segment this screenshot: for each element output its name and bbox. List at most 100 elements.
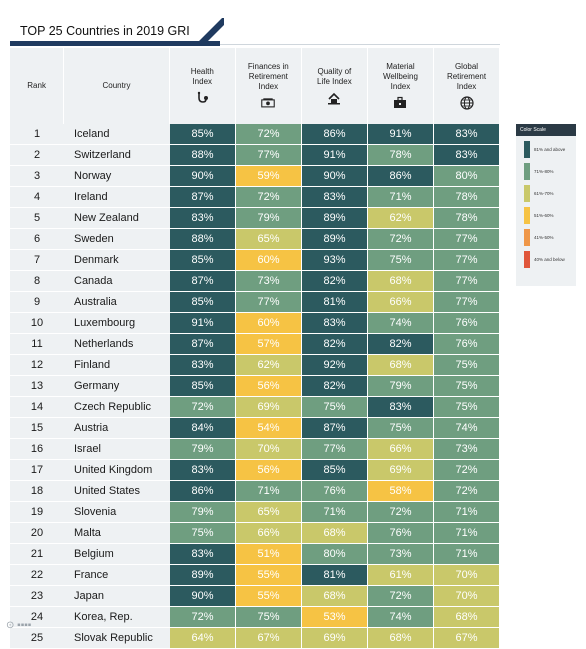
value-cell: 83%: [170, 544, 236, 564]
rank-cell: 5: [33, 212, 41, 224]
country-cell: United Kingdom: [74, 464, 153, 476]
value-cell: 61%: [368, 565, 434, 585]
header-health: Health Index: [170, 48, 236, 124]
rank-cell: 12: [30, 359, 44, 371]
legend-label: 81% and above: [534, 147, 566, 152]
value-cell: 79%: [236, 208, 302, 228]
value-cell: 89%: [302, 208, 368, 228]
value-cell: 77%: [236, 145, 302, 165]
value-cell: 76%: [434, 334, 500, 354]
legend-swatch: [524, 229, 530, 246]
legend-swatch: [524, 251, 530, 268]
value-cell: 88%: [170, 229, 236, 249]
legend-items: 81% and above 71%-80% 61%-70% 51%-60% 41%-50…: [516, 141, 576, 268]
value-cell: 86%: [368, 166, 434, 186]
legend-swatch: [524, 141, 530, 158]
country-cell: Luxembourg: [74, 317, 136, 329]
country-cell: Czech Republic: [74, 401, 152, 413]
quality-icon: [327, 91, 341, 105]
legend-label: 71%-80%: [534, 169, 554, 174]
value-cell: 67%: [434, 628, 500, 648]
value-cell: 81%: [302, 565, 368, 585]
value-cell: 75%: [368, 250, 434, 270]
country-cell: Denmark: [74, 254, 119, 266]
rank-cell: 7: [33, 254, 41, 266]
rank-cell: 11: [31, 338, 43, 350]
table-row: 5 New Zealand 83% 79% 89% 62% 78%: [10, 208, 500, 229]
value-cell: 83%: [170, 208, 236, 228]
value-cell: 51%: [236, 544, 302, 564]
value-cell: 62%: [368, 208, 434, 228]
value-cell: 78%: [434, 187, 500, 207]
table-row: 2 Switzerland 88% 77% 91% 78% 83%: [10, 145, 500, 166]
value-cell: 66%: [368, 439, 434, 459]
value-cell: 65%: [236, 502, 302, 522]
rank-cell: 19: [30, 506, 44, 518]
table-header: Rank Country Health Index Finances in Re…: [10, 48, 501, 124]
rank-cell: 23: [30, 590, 44, 602]
value-cell: 83%: [368, 397, 434, 417]
value-cell: 56%: [236, 460, 302, 480]
watermark: ⊙ ▪▪▪▪: [6, 620, 32, 631]
rank-cell: 20: [30, 527, 44, 539]
value-cell: 83%: [170, 355, 236, 375]
header-quality-label: Quality of Life Index: [317, 67, 352, 86]
table-row: 21 Belgium 83% 51% 80% 73% 71%: [10, 544, 500, 565]
header-material: Material Wellbeing Index: [368, 48, 434, 124]
value-cell: 72%: [170, 397, 236, 417]
value-cell: 77%: [236, 292, 302, 312]
value-cell: 80%: [302, 544, 368, 564]
value-cell: 71%: [236, 481, 302, 501]
value-cell: 75%: [434, 376, 500, 396]
value-cell: 58%: [368, 481, 434, 501]
value-cell: 83%: [434, 145, 500, 165]
header-finances-label: Finances in Retirement Index: [247, 62, 289, 91]
legend-title: Color Scale: [516, 124, 576, 136]
country-cell: Austria: [74, 422, 109, 434]
legend-swatch: [524, 163, 530, 180]
value-cell: 68%: [368, 355, 434, 375]
value-cell: 74%: [434, 418, 500, 438]
country-cell: Netherlands: [74, 338, 134, 350]
value-cell: 71%: [434, 544, 500, 564]
value-cell: 68%: [302, 523, 368, 543]
value-cell: 76%: [368, 523, 434, 543]
table-row: 3 Norway 90% 59% 90% 86% 80%: [10, 166, 500, 187]
value-cell: 79%: [170, 439, 236, 459]
value-cell: 90%: [170, 586, 236, 606]
title-underline: [10, 41, 220, 46]
globe-icon: [459, 96, 474, 110]
table-row: 1 Iceland 85% 72% 86% 91% 83%: [10, 124, 500, 145]
value-cell: 76%: [434, 313, 500, 333]
value-cell: 73%: [368, 544, 434, 564]
value-cell: 68%: [368, 271, 434, 291]
value-cell: 85%: [170, 250, 236, 270]
value-cell: 69%: [302, 628, 368, 648]
value-cell: 83%: [434, 124, 500, 144]
value-cell: 70%: [434, 565, 500, 585]
title-rule: [220, 44, 500, 45]
value-cell: 75%: [368, 418, 434, 438]
value-cell: 75%: [236, 607, 302, 627]
country-cell: Norway: [74, 170, 112, 182]
value-cell: 62%: [236, 355, 302, 375]
value-cell: 87%: [302, 418, 368, 438]
value-cell: 75%: [434, 397, 500, 417]
rank-cell: 15: [30, 422, 44, 434]
value-cell: 89%: [170, 565, 236, 585]
header-health-label: Health Index: [190, 67, 214, 86]
value-cell: 76%: [302, 481, 368, 501]
header-finances: Finances in Retirement Index: [236, 48, 302, 124]
header-material-label: Material Wellbeing Index: [382, 62, 418, 91]
country-cell: New Zealand: [74, 212, 139, 224]
legend-item: 61%-70%: [516, 185, 576, 202]
value-cell: 72%: [434, 460, 500, 480]
legend-label: 40% and below: [534, 257, 565, 262]
value-cell: 86%: [170, 481, 236, 501]
rank-cell: 21: [30, 548, 44, 560]
value-cell: 85%: [170, 124, 236, 144]
value-cell: 90%: [170, 166, 236, 186]
rank-cell: 14: [30, 401, 44, 413]
rank-cell: 18: [30, 485, 44, 497]
rank-cell: 10: [30, 317, 44, 329]
